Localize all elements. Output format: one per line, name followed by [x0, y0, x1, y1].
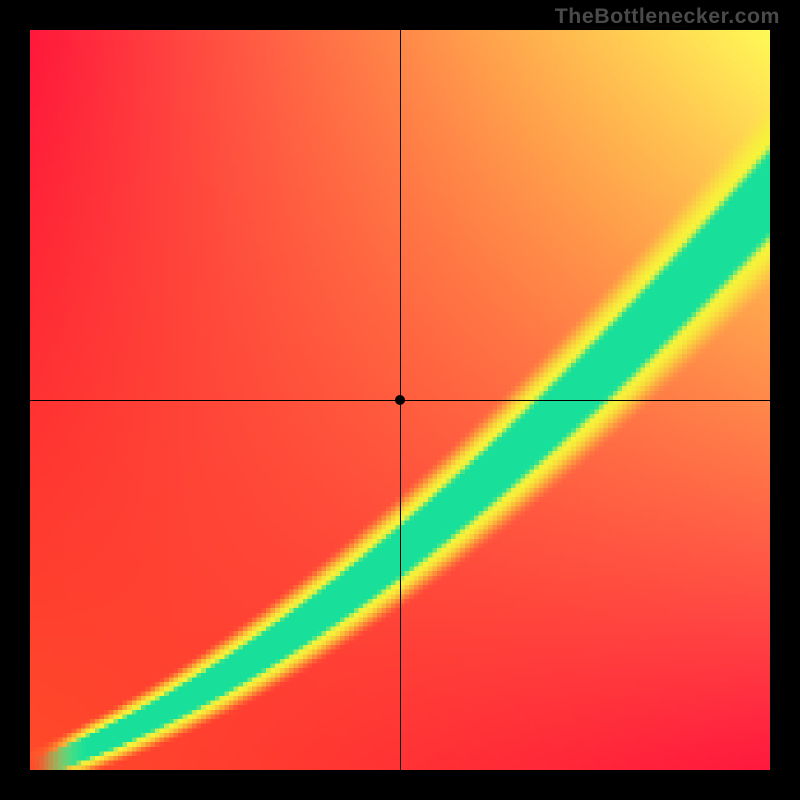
- heatmap-plot: [30, 30, 770, 770]
- crosshair-marker: [395, 395, 405, 405]
- watermark-text: TheBottlenecker.com: [555, 4, 780, 29]
- chart-container: TheBottlenecker.com: [0, 0, 800, 800]
